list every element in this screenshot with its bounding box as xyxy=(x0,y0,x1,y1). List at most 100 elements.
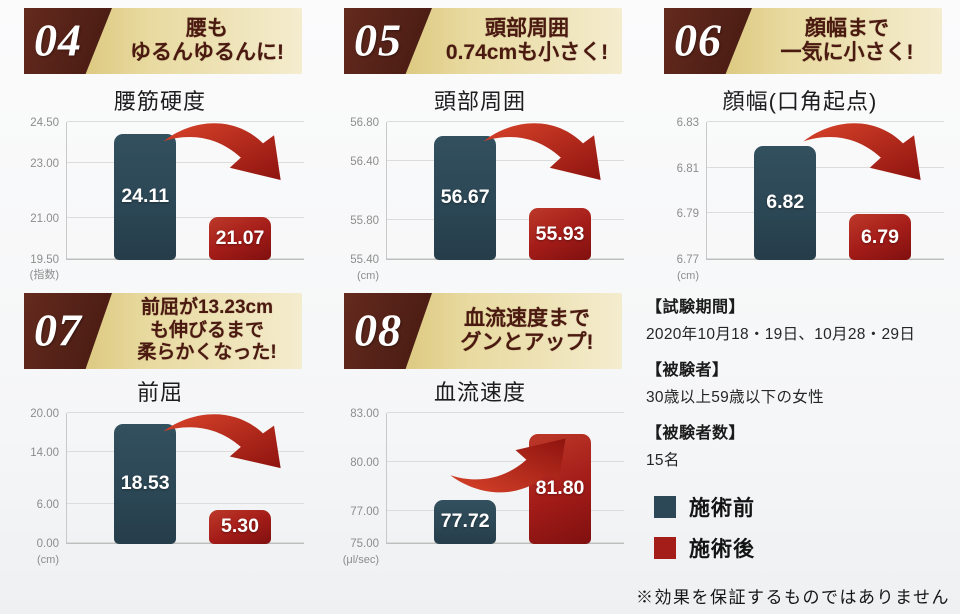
legend-label: 施術前 xyxy=(689,497,755,520)
headline-line: も伸びるまで xyxy=(149,319,264,341)
plot-area: 18.53 5.30 (cm) 20.00 14.00 6.00 0.00 xyxy=(30,408,304,566)
study-info-value: 15名 xyxy=(646,452,680,469)
result-panel: 05 頭部周囲 0.74cmも小さく! 頭部周囲 56.67 55.93 xyxy=(320,2,640,287)
bar-before-treatment: 6.82 xyxy=(754,145,817,260)
bar-value-label: 21.07 xyxy=(215,226,265,249)
chart-title: 頭部周囲 xyxy=(433,89,526,114)
gridline xyxy=(67,258,304,259)
legend-item-before: 施術前 xyxy=(654,492,956,522)
trend-arrow-icon xyxy=(163,414,282,469)
headline-line: 一気に小さく! xyxy=(780,41,914,64)
gridline xyxy=(707,166,944,168)
legend-item-after: 施術後 xyxy=(654,533,956,563)
y-tick-label: 55.80 xyxy=(350,214,379,227)
bar-before-treatment: 77.72 xyxy=(434,499,497,544)
gridline xyxy=(387,542,624,543)
bar-value-label: 81.80 xyxy=(535,477,585,500)
trend-arrow-icon xyxy=(163,123,282,181)
bar-value-label: 77.72 xyxy=(440,510,490,533)
headline: 腰も ゆるんゆるんに! xyxy=(116,8,298,74)
headline-banner: 08 血流速度まで グンとアップ! xyxy=(344,293,622,369)
y-axis-unit: (cm) xyxy=(37,554,59,566)
plot-area: 6.82 6.79 (cm) 6.83 6.81 6.79 6.77 xyxy=(677,117,944,282)
trend-arrow-icon xyxy=(450,438,566,493)
before-color-swatch xyxy=(654,496,676,518)
chart-title: 顔幅(口角起点) xyxy=(722,89,878,114)
bar-before-treatment: 56.67 xyxy=(434,135,497,260)
disclaimer-note: ※効果を保証するものではありません xyxy=(636,588,950,607)
legend: 施術前 施術後 xyxy=(654,492,956,563)
y-tick-label: 6.83 xyxy=(676,117,699,129)
y-axis-unit: (μl/sec) xyxy=(342,554,379,566)
headline: 顔幅まで 一気に小さく! xyxy=(756,8,938,74)
y-tick-label: 56.40 xyxy=(350,156,379,169)
gridline xyxy=(707,212,944,214)
bar-after-treatment: 21.07 xyxy=(209,216,271,260)
headline-banner: 04 腰も ゆるんゆるんに! xyxy=(24,8,302,74)
trend-arrow-icon xyxy=(483,123,602,181)
bar-chart: 血流速度 77.72 81.80 (μl/s xyxy=(328,371,632,614)
y-tick-label: 77.00 xyxy=(350,505,379,518)
y-tick-label: 80.00 xyxy=(350,456,379,469)
chart-title: 前屈 xyxy=(136,380,183,405)
headline-line: 柔らかくなった! xyxy=(137,342,277,364)
study-info-value: 30歳以上59歳以下の女性 xyxy=(646,389,824,406)
study-info-label: 【被験者数】 xyxy=(646,425,746,442)
y-tick-label: 6.81 xyxy=(676,162,699,175)
gridline xyxy=(387,412,624,413)
gridline xyxy=(67,412,304,413)
gridline xyxy=(387,160,624,162)
bar-after-treatment: 5.30 xyxy=(209,509,271,544)
result-panel: 04 腰も ゆるんゆるんに! 腰筋硬度 24.11 21.07 xyxy=(0,2,320,287)
y-tick-label: 20.00 xyxy=(30,408,59,420)
bar-value-label: 5.30 xyxy=(221,515,259,538)
gridline xyxy=(67,503,304,504)
chart-title: 血流速度 xyxy=(433,380,526,405)
y-tick-label: 56.80 xyxy=(350,117,379,129)
y-tick-label: 0.00 xyxy=(36,538,59,550)
headline-line: 0.74cmも小さく! xyxy=(445,41,609,64)
gridline xyxy=(67,121,304,122)
headline-line: 腰も xyxy=(186,16,228,40)
headline-line: ゆるんゆるんに! xyxy=(130,41,284,64)
panel-number: 07 xyxy=(34,304,82,356)
bar-value-label: 6.79 xyxy=(861,225,899,248)
gridline xyxy=(387,218,624,220)
bar-value-label: 56.67 xyxy=(440,186,490,209)
bar-chart: 頭部周囲 56.67 55.93 (cm) xyxy=(328,80,632,287)
headline-line: グンとアップ! xyxy=(460,331,594,354)
plot-area: 24.11 21.07 (指数) 24.50 23.00 21.00 19.50 xyxy=(30,117,304,281)
study-info-label: 【試験期間】 xyxy=(646,299,746,316)
bar-before-treatment: 18.53 xyxy=(114,423,177,544)
y-tick-label: 6.77 xyxy=(676,254,699,266)
bar-value-label: 6.82 xyxy=(766,191,805,214)
trend-arrow-icon xyxy=(803,123,922,181)
headline: 血流速度まで グンとアップ! xyxy=(436,293,618,369)
headline-banner: 07 前屈が13.23cm も伸びるまで 柔らかくなった! xyxy=(24,293,302,369)
panel-number: 04 xyxy=(34,14,82,66)
result-panel: 07 前屈が13.23cm も伸びるまで 柔らかくなった! 前屈 18.53 5.3… xyxy=(0,287,320,614)
headline: 前屈が13.23cm も伸びるまで 柔らかくなった! xyxy=(116,293,298,369)
y-tick-label: 21.00 xyxy=(30,212,59,225)
headline-banner: 05 頭部周囲 0.74cmも小さく! xyxy=(344,8,622,74)
result-panel: 08 血流速度まで グンとアップ! 血流速度 77.72 81.80 xyxy=(320,287,640,614)
y-tick-label: 75.00 xyxy=(350,538,379,550)
legend-label: 施術後 xyxy=(689,538,755,561)
y-tick-label: 23.00 xyxy=(30,158,59,171)
headline-line: 頭部周囲 xyxy=(485,16,569,40)
gridline xyxy=(387,509,624,511)
headline: 頭部周囲 0.74cmも小さく! xyxy=(436,8,618,74)
after-color-swatch xyxy=(654,537,676,559)
bar-value-label: 55.93 xyxy=(535,222,585,245)
headline-line: 前屈が13.23cm xyxy=(140,297,273,319)
bar-chart: 顔幅(口角起点) 6.82 6.79 (cm xyxy=(648,80,952,287)
plot-area: 77.72 81.80 (μl/sec) 83.00 80.00 77.00 75.0… xyxy=(343,408,624,566)
y-tick-label: 6.00 xyxy=(36,499,59,511)
y-tick-label: 6.79 xyxy=(676,208,699,221)
gridline xyxy=(67,542,304,543)
panel-number: 08 xyxy=(354,304,402,356)
gridline xyxy=(387,258,624,259)
study-info-value: 2020年10月18・19日、10月28・29日 xyxy=(646,326,916,343)
gridline xyxy=(67,216,304,218)
